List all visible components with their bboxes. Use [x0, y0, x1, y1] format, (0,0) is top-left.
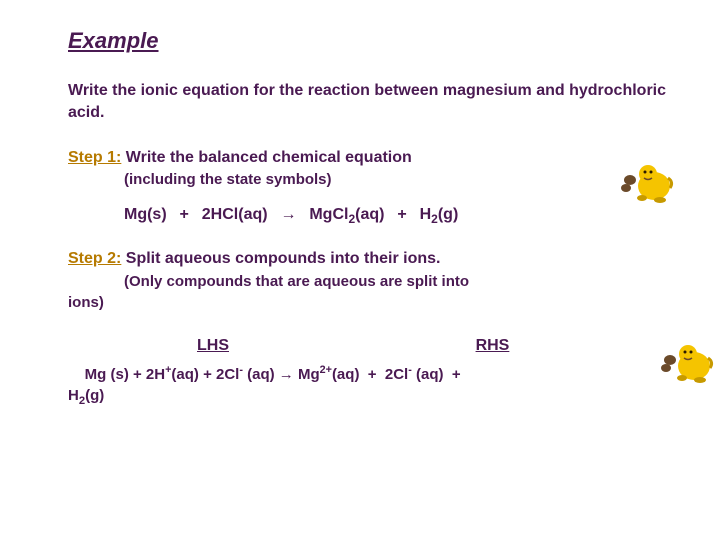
slide: Example Write the ionic equation for the…	[0, 0, 728, 546]
step1-label: Step 1:	[68, 149, 121, 166]
step2-row: Step 2: Split aqueous compounds into the…	[68, 250, 678, 268]
step1-sub: (including the state symbols)	[124, 171, 678, 188]
lhs-header: LHS	[68, 337, 358, 355]
cartoon-icon	[618, 158, 678, 206]
problem-statement: Write the ionic equation for the reactio…	[68, 80, 678, 123]
balanced-equation: Mg(s) + 2HCl(aq) → MgCl2(aq) + H2(g)	[124, 206, 678, 226]
ionic-line2: H2(g)	[68, 387, 104, 404]
step1-row: Step 1: Write the balanced chemical equa…	[68, 149, 678, 167]
cartoon-icon	[658, 338, 718, 386]
ionic-line1: Mg (s) + 2H+(aq) + 2Cl- (aq) → Mg2+(aq) …	[85, 366, 469, 383]
step2-text: Split aqueous compounds into their ions.	[121, 250, 440, 267]
step2-sub-line2: ions)	[68, 294, 104, 311]
example-title: Example	[68, 28, 678, 54]
step1-text: Write the balanced chemical equation	[121, 149, 411, 166]
step2-label: Step 2:	[68, 250, 121, 267]
rhs-header: RHS	[362, 337, 622, 355]
step2-sub: (Only compounds that are aqueous are spl…	[68, 272, 678, 313]
lhs-rhs-headers: LHS RHS	[68, 337, 678, 355]
step2-sub-line1: (Only compounds that are aqueous are spl…	[124, 273, 469, 290]
ionic-equation: Mg (s) + 2H+(aq) + 2Cl- (aq) → Mg2+(aq) …	[68, 363, 678, 410]
